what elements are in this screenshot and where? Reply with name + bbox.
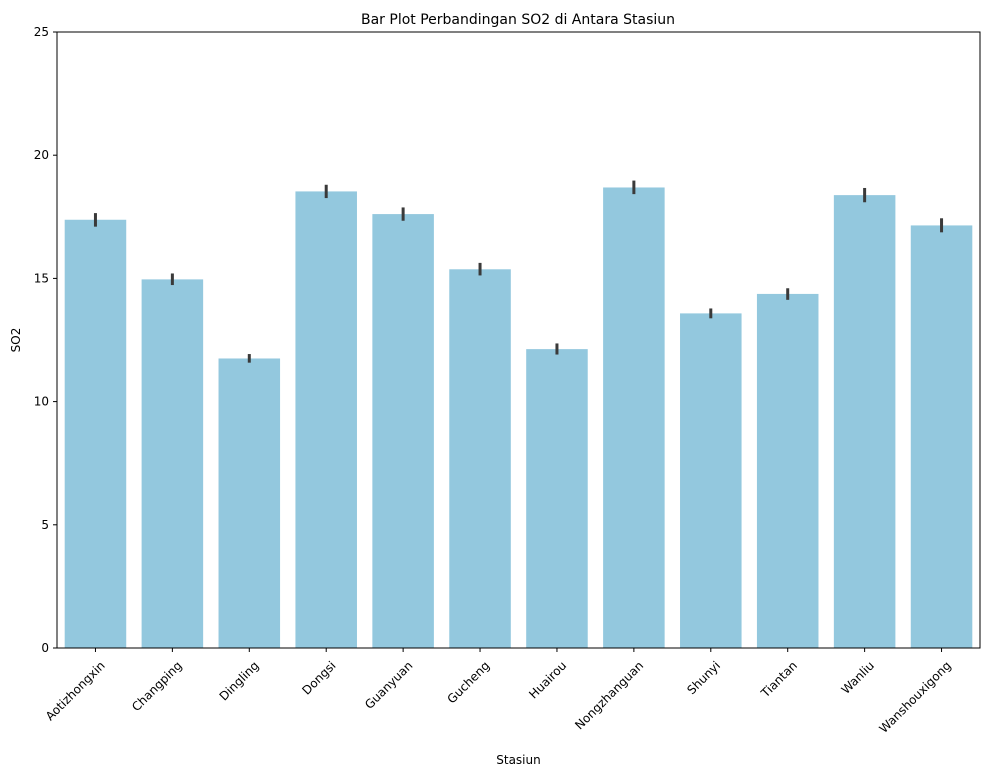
x-tick-label: Gucheng <box>444 658 492 706</box>
x-tick-label: Wanshouxigong <box>876 658 953 735</box>
bar-aotizhongxin <box>64 219 127 648</box>
x-tick-label: Huairou <box>526 658 569 701</box>
x-tick-label: Nongzhanguan <box>572 658 646 732</box>
x-axis: Aotizhongxin Changping Dingling Dongsi Guany… <box>43 648 954 736</box>
x-tick-label: Dongsi <box>299 658 338 697</box>
x-tick-label: Dingling <box>217 658 262 703</box>
bar-changping <box>141 279 204 648</box>
y-axis-title: SO2 <box>9 328 23 353</box>
y-tick-label: 5 <box>41 518 49 532</box>
y-tick-label: 0 <box>41 641 49 655</box>
bar-gucheng <box>449 269 511 648</box>
x-tick-label: Tiantan <box>758 658 800 700</box>
y-tick-label: 25 <box>34 25 49 39</box>
x-tick-label: Guanyuan <box>362 658 415 711</box>
plot-frame <box>56 31 981 649</box>
bars-group <box>64 187 973 648</box>
bar-tiantan <box>756 293 819 648</box>
error-bars-group <box>93 180 944 363</box>
x-tick-label: Shunyi <box>684 658 723 697</box>
x-tick-label: Changping <box>129 658 185 714</box>
bar-guanyuan <box>372 214 434 648</box>
y-tick-label: 15 <box>34 271 49 285</box>
bar-huairou <box>526 349 588 648</box>
x-tick-label: Wanliu <box>839 658 877 696</box>
x-axis-title: Stasiun <box>496 753 540 767</box>
bar-shunyi <box>680 313 742 648</box>
y-tick-label: 10 <box>34 395 49 409</box>
bar-dingling <box>218 358 281 648</box>
y-tick-label: 20 <box>34 148 49 162</box>
chart-title: Bar Plot Perbandingan SO2 di Antara Stas… <box>361 12 675 28</box>
bar-dongsi <box>295 191 357 648</box>
x-tick-label: Aotizhongxin <box>43 658 108 723</box>
bar-wanliu <box>833 195 896 648</box>
bar-nongzhanguan <box>603 187 665 648</box>
y-axis: 0 5 10 15 20 25 <box>34 25 57 655</box>
bar-wanshouxigong <box>910 225 973 648</box>
